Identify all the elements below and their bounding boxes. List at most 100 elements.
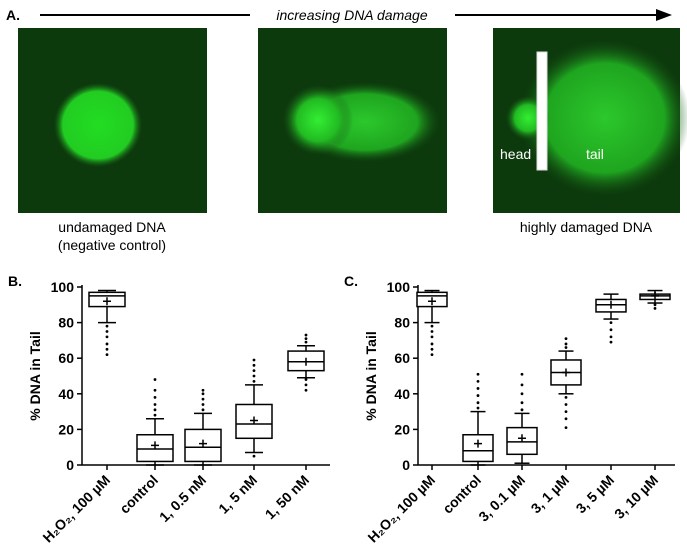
tail-label: tail [586,146,604,162]
caption: undamaged DNA [58,219,166,235]
outlier [609,328,613,332]
outlier [105,330,109,333]
outlier [105,353,109,357]
panel-label: C. [344,273,358,289]
outlier [252,374,256,378]
y-tick-label: 40 [394,386,410,402]
x-tick-label: H₂O₂, 100 µM [364,472,438,546]
outlier [476,406,480,410]
outlier [476,394,480,397]
outlier [520,392,524,396]
outlier [564,410,568,413]
outlier [430,342,434,346]
mean-marker [199,439,207,448]
x-tick-label: 3, 10 µM [611,472,661,522]
outlier [609,321,613,324]
x-tick-label: 1, 50 nM [262,472,312,522]
arrow-text: increasing DNA damage [276,7,427,23]
outlier [476,379,480,383]
outlier [564,342,568,346]
outlier [105,347,109,351]
outlier [304,333,308,337]
outlier [430,335,434,339]
x-tick-label: 1, 0.5 nM [156,472,209,525]
outlier [304,340,308,344]
y-tick-label: 100 [51,279,75,295]
outlier [201,388,205,392]
y-tick-label: 0 [402,457,410,473]
outlier [564,395,568,399]
head-label: head [500,146,531,162]
outlier [520,372,524,376]
y-tick-label: 60 [58,350,74,366]
x-tick-label: 3, 5 µM [573,472,618,517]
outlier [304,378,308,381]
mean-marker [607,300,615,309]
outlier [564,417,568,421]
outlier [252,363,256,367]
caption: (negative control) [58,237,166,253]
divider-bar [536,51,548,171]
outlier [653,306,657,310]
outlier [252,379,256,383]
outlier [564,337,568,341]
mean-marker [562,368,570,377]
outlier [609,340,613,344]
comet-head [283,85,353,155]
x-tick-label: 3, 1 µM [528,472,573,517]
x-tick-label: 3, 0.1 µM [475,472,528,525]
outlier [520,383,524,387]
outlier [201,403,205,406]
outlier [252,369,256,373]
comet-head [54,83,142,167]
outlier [304,383,308,387]
outlier [520,408,524,412]
outlier [304,388,308,392]
y-tick-label: 40 [58,386,74,402]
outlier [153,388,157,392]
x-tick-label: 1, 5 nM [215,472,260,517]
outlier [153,408,157,412]
outlier [304,337,308,341]
outlier [201,408,205,412]
y-tick-label: 80 [58,315,74,331]
outlier [653,303,657,307]
mean-marker [302,357,310,366]
y-axis-label: % DNA in Tail [363,331,379,420]
comet-tail [520,40,687,196]
y-tick-label: 100 [387,279,411,295]
y-tick-label: 20 [394,421,410,437]
arrow-head [656,9,672,21]
y-tick-label: 20 [58,421,74,437]
panel-label: A. [6,7,20,23]
mean-marker [518,434,526,443]
outlier [476,372,480,376]
outlier [252,358,256,362]
mean-marker [151,441,159,450]
y-axis-label: % DNA in Tail [27,331,43,420]
mean-marker [651,291,659,300]
outlier [476,387,480,390]
outlier [105,335,109,339]
mean-marker [103,297,111,306]
outlier [476,401,480,405]
outlier [153,378,157,381]
outlier [564,346,568,349]
outlier [105,324,109,328]
mean-marker [474,439,482,448]
outlier [564,403,568,406]
panel-label: B. [8,273,22,289]
outlier [252,454,256,458]
outlier [430,330,434,333]
outlier [153,403,157,406]
mean-marker [428,297,436,306]
outlier [564,426,568,430]
y-tick-label: 80 [394,315,410,331]
x-tick-label: H₂O₂, 100 µM [39,472,113,546]
box [462,433,494,463]
outlier [105,342,109,346]
outlier [201,397,205,401]
outlier [609,335,613,339]
outlier [153,413,157,417]
